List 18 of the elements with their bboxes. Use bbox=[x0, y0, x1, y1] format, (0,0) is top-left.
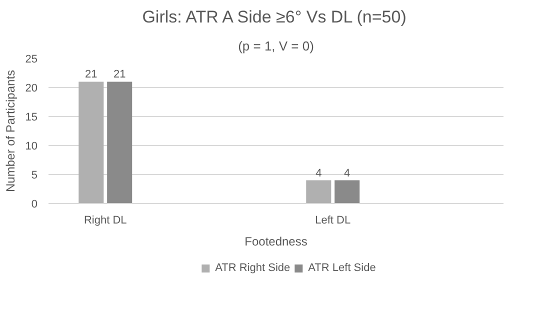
legend-label: ATR Left Side bbox=[308, 262, 376, 274]
y-tick-label: 10 bbox=[25, 140, 38, 152]
data-label: 4 bbox=[316, 167, 322, 180]
y-tick-label: 15 bbox=[25, 112, 38, 124]
chart-title: Girls: ATR A Side ≥6° Vs DL (n=50) bbox=[142, 8, 406, 26]
x-tick-label: Left DL bbox=[315, 214, 351, 226]
x-axis-title: Footedness bbox=[244, 234, 308, 248]
y-tick-label: 0 bbox=[31, 198, 38, 210]
chart-subtitle: (p = 1, V = 0) bbox=[238, 38, 314, 54]
legend-label: ATR Right Side bbox=[215, 262, 290, 274]
data-label: 4 bbox=[344, 167, 350, 180]
y-tick-label: 20 bbox=[25, 82, 38, 94]
x-tick-label: Right DL bbox=[84, 214, 127, 226]
y-tick-label: 5 bbox=[31, 170, 38, 182]
data-label: 21 bbox=[113, 68, 126, 81]
data-label: 21 bbox=[85, 68, 98, 81]
y-axis-title: Number of Participants bbox=[3, 70, 18, 192]
y-tick-label: 25 bbox=[25, 54, 38, 66]
